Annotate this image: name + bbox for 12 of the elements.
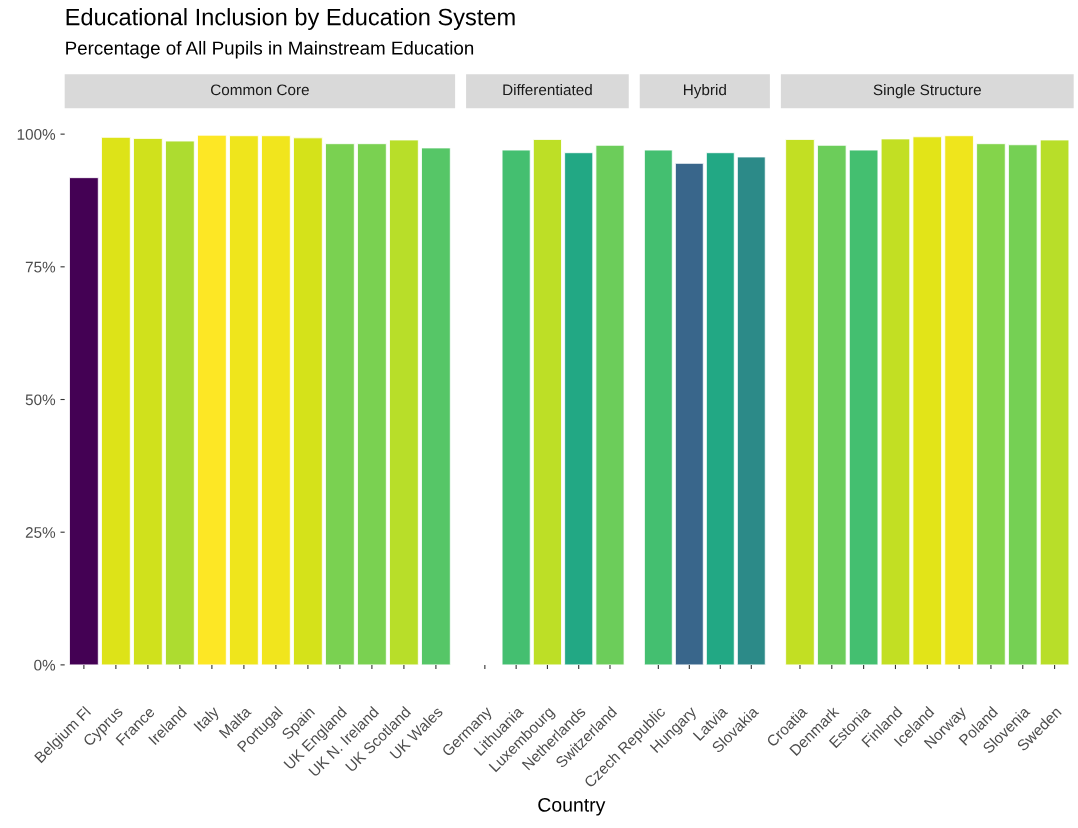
y-tick-label: 25% xyxy=(25,527,56,538)
text: Hybrid xyxy=(684,84,726,99)
text: Common Core xyxy=(211,84,309,96)
y-tick-label: 75% xyxy=(25,261,56,273)
x-axis-title: Country xyxy=(538,797,606,816)
y-tick-label: 50% xyxy=(25,394,56,406)
y-tick-label: 0% xyxy=(34,659,56,671)
text: Differentiated xyxy=(503,84,592,96)
y-tick-label: 100% xyxy=(17,129,56,140)
chart-subtitle: Percentage of All Pupils in Mainstream Education xyxy=(66,40,474,59)
chart-title: Educational Inclusion by Education System xyxy=(66,8,515,31)
text: Single Structure xyxy=(873,84,981,99)
